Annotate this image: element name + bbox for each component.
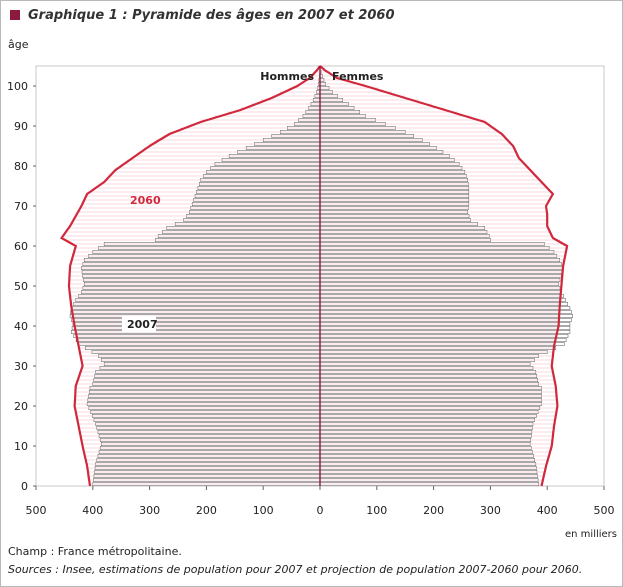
x-tick-label: 100 xyxy=(253,504,274,517)
label-2007-bg xyxy=(122,316,156,332)
x-tick-label: 300 xyxy=(139,504,160,517)
x-tick-label: 500 xyxy=(26,504,47,517)
footnote-champ: Champ : France métropolitaine. xyxy=(8,545,182,558)
y-tick-label: 10 xyxy=(14,440,28,453)
y-tick-label: 30 xyxy=(14,360,28,373)
y-tick-label: 50 xyxy=(14,280,28,293)
x-tick-label: 300 xyxy=(480,504,501,517)
footnote-sources: Sources : Insee, estimations de populati… xyxy=(8,563,583,576)
x-tick-label: 100 xyxy=(366,504,387,517)
label-femmes: Femmes xyxy=(332,70,384,83)
y-tick-label: 60 xyxy=(14,240,28,253)
x-tick-label: 0 xyxy=(317,504,324,517)
x-tick-label: 200 xyxy=(423,504,444,517)
x-unit-label: en milliers xyxy=(565,529,617,540)
y-tick-label: 80 xyxy=(14,160,28,173)
y-tick-label: 70 xyxy=(14,200,28,213)
pink-lines-2060 xyxy=(61,67,568,485)
x-tick-label: 400 xyxy=(537,504,558,517)
x-tick-label: 200 xyxy=(196,504,217,517)
chart-title: Graphique 1 : Pyramide des âges en 2007 … xyxy=(28,7,395,23)
label-2060: 2060 xyxy=(130,194,161,207)
x-tick-label: 400 xyxy=(82,504,103,517)
pyramid-chart: 0 10 20 30 40 50 60 70 80 90 100 500 400 300 200 100 0 10… xyxy=(7,38,617,540)
label-2007: 2007 xyxy=(127,318,158,331)
y-tick-label: 20 xyxy=(14,400,28,413)
x-tick-label: 500 xyxy=(594,504,615,517)
chart-title-row: Graphique 1 : Pyramide des âges en 2007 … xyxy=(10,6,395,24)
line-2060-men xyxy=(60,65,321,487)
y-tick-label: 90 xyxy=(14,120,28,133)
y-tick-label: 0 xyxy=(21,480,28,493)
y-axis-label: âge xyxy=(8,38,29,51)
y-tick-label: 100 xyxy=(7,80,28,93)
title-square-icon xyxy=(10,10,20,20)
line-2060-women xyxy=(319,65,569,487)
y-tick-label: 40 xyxy=(14,320,28,333)
label-hommes: Hommes xyxy=(260,70,314,83)
